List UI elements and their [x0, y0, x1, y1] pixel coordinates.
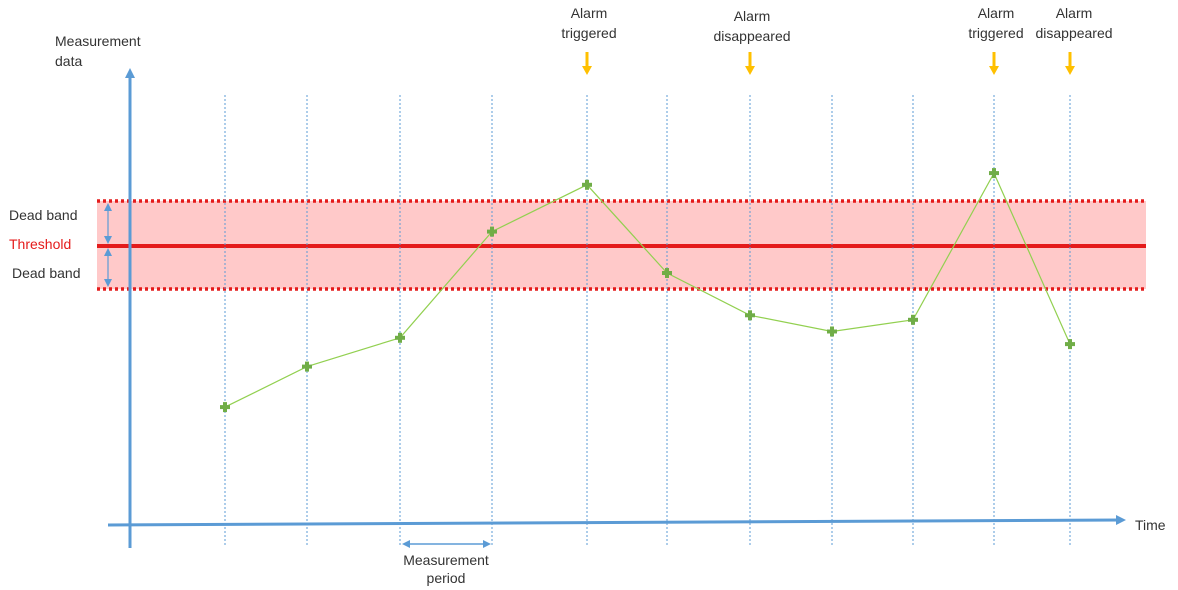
measurement-point-10	[989, 168, 999, 178]
measurement-point-7	[745, 310, 755, 320]
dead-band-upper-label: Dead band	[9, 207, 78, 223]
alarm-label-line1: Alarm	[1056, 5, 1093, 21]
measurement-point-11	[1065, 339, 1075, 349]
alarm-event-4: Alarm disappeared	[1035, 5, 1112, 75]
alarm-event-2: Alarm disappeared	[713, 8, 790, 75]
alarm-arrow-icon	[1065, 52, 1075, 75]
alarm-event-1: Alarm triggered	[561, 5, 616, 75]
y-axis-label-line1: Measurement	[55, 33, 141, 49]
alarm-arrow-icon	[582, 52, 592, 75]
alarm-label-line1: Alarm	[734, 8, 771, 24]
dead-band-lower-label: Dead band	[12, 265, 81, 281]
measurement-point-2	[302, 362, 312, 372]
alarm-label-line2: disappeared	[1035, 25, 1112, 41]
measurement-gridlines	[225, 95, 1070, 546]
alarm-arrow-icon	[989, 52, 999, 75]
alarm-arrow-icon	[745, 52, 755, 75]
x-axis	[108, 520, 1122, 525]
x-axis-label: Time	[1135, 517, 1166, 533]
alarm-label-line1: Alarm	[978, 5, 1015, 21]
alarm-label-line2: disappeared	[713, 28, 790, 44]
alarm-label-line2: triggered	[561, 25, 616, 41]
alarm-label-line2: triggered	[968, 25, 1023, 41]
alarm-event-3: Alarm triggered	[968, 5, 1023, 75]
measurement-point-9	[908, 315, 918, 325]
threshold-label: Threshold	[9, 236, 71, 252]
alarm-label-line1: Alarm	[571, 5, 608, 21]
measurement-period-label-line1: Measurement	[403, 552, 489, 568]
y-axis-label-line2: data	[55, 53, 82, 69]
alarm-events: Alarm triggered Alarm disappeared Alarm trigg…	[561, 5, 1112, 75]
measurement-period-label-line2: period	[427, 570, 466, 586]
measurement-point-8	[827, 327, 837, 337]
measurement-point-1	[220, 402, 230, 412]
